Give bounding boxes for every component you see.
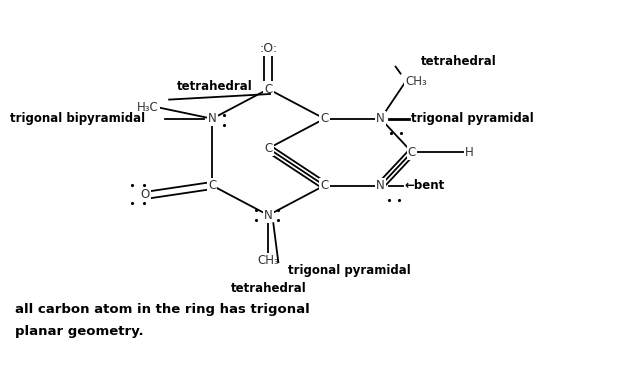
Text: H: H: [465, 145, 474, 159]
Text: C: C: [320, 112, 329, 125]
Text: N: N: [376, 179, 385, 192]
Text: C: C: [264, 82, 273, 96]
Text: trigonal bipyramidal: trigonal bipyramidal: [10, 112, 145, 125]
Text: planar geometry.: planar geometry.: [15, 325, 144, 338]
Text: all carbon atom in the ring has trigonal: all carbon atom in the ring has trigonal: [15, 302, 310, 315]
Text: CH₃: CH₃: [258, 254, 279, 267]
Text: N: N: [376, 112, 385, 125]
Text: C: C: [208, 179, 217, 192]
Text: H₃C: H₃C: [137, 101, 159, 114]
Text: trigonal pyramidal: trigonal pyramidal: [288, 264, 411, 277]
Text: C: C: [407, 145, 416, 159]
Text: trigonal pyramidal: trigonal pyramidal: [411, 112, 534, 125]
Text: tetrahedral: tetrahedral: [177, 79, 253, 92]
Text: ←bent: ←bent: [404, 179, 445, 192]
Text: tetrahedral: tetrahedral: [230, 282, 306, 295]
Text: N: N: [208, 112, 217, 125]
Text: N: N: [264, 209, 273, 222]
Text: tetrahedral: tetrahedral: [421, 55, 496, 68]
Text: C: C: [320, 179, 329, 192]
Text: :O:: :O:: [259, 42, 278, 55]
Text: CH₃: CH₃: [406, 75, 427, 88]
Text: C: C: [264, 142, 273, 155]
Text: O: O: [140, 188, 150, 201]
